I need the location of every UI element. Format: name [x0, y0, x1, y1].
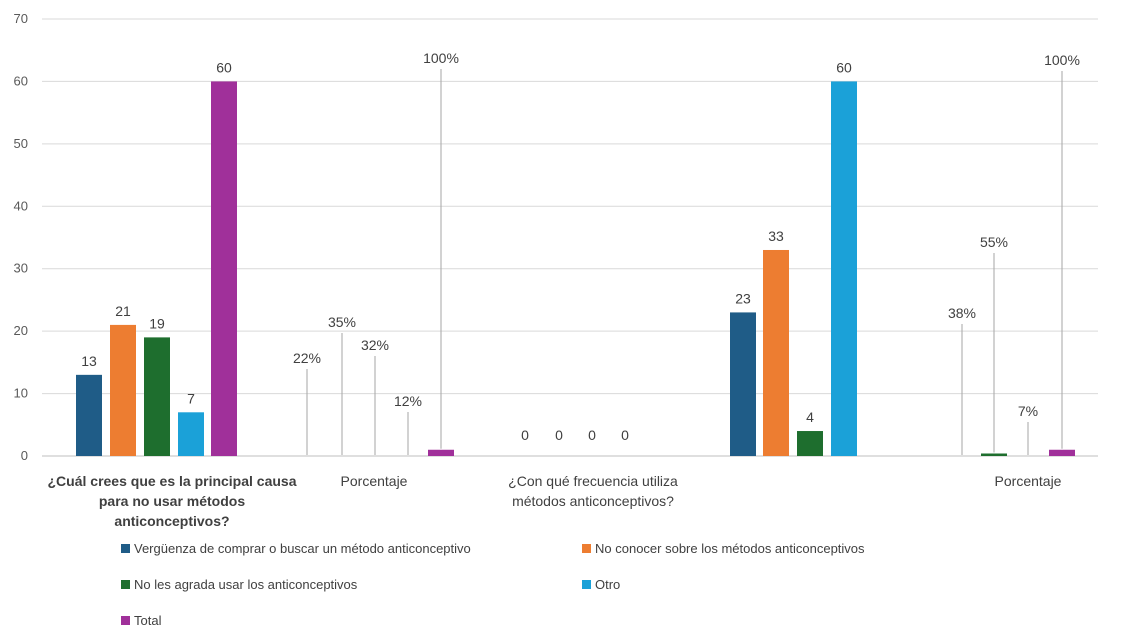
data-label: 23 — [735, 290, 751, 306]
bar — [797, 431, 823, 456]
bar — [763, 249, 789, 456]
data-label: 12% — [394, 393, 422, 409]
y-tick-label: 10 — [14, 386, 28, 401]
bar — [144, 337, 170, 456]
data-label: 22% — [293, 350, 321, 366]
data-label: 35% — [328, 314, 356, 330]
category-label: Porcentaje — [341, 473, 408, 489]
gridlines — [42, 18, 1098, 457]
bar — [110, 324, 136, 456]
data-label: 38% — [948, 305, 976, 321]
y-tick-label: 20 — [14, 323, 28, 338]
bar — [76, 374, 102, 456]
data-label: 13 — [81, 353, 97, 369]
y-axis-ticks: 0 10 20 30 40 50 60 70 — [14, 11, 28, 463]
data-label: 0 — [588, 427, 596, 443]
data-label: 0 — [521, 427, 529, 443]
y-tick-label: 30 — [14, 261, 28, 276]
y-tick-label: 60 — [14, 73, 28, 88]
data-label: 32% — [361, 337, 389, 353]
category-label: ¿Cuál crees que es la principal causa par… — [48, 473, 297, 529]
bar — [428, 449, 454, 456]
data-label: 19 — [149, 315, 165, 331]
y-tick-label: 70 — [14, 11, 28, 26]
data-label: 100% — [1044, 52, 1080, 68]
data-label: 55% — [980, 234, 1008, 250]
bar — [178, 412, 204, 456]
data-label: 0 — [555, 427, 563, 443]
y-tick-label: 50 — [14, 136, 28, 151]
data-label: 33 — [768, 228, 784, 244]
bar — [831, 81, 857, 456]
bar — [730, 312, 756, 456]
y-tick-label: 0 — [21, 448, 28, 463]
data-label: 60 — [836, 59, 852, 75]
category-label: Porcentaje — [995, 473, 1062, 489]
bar — [211, 81, 237, 456]
data-label: 4 — [806, 409, 814, 425]
data-label: 7 — [187, 390, 195, 406]
data-labels: 13 21 19 7 60 22% 35% 32% 12% 100% 0 0 0 0 23 33 4 60 38% 5… — [81, 50, 1080, 443]
data-label: 0 — [621, 427, 629, 443]
category-labels: ¿Cuál crees que es la principal causa par… — [48, 473, 1062, 529]
data-label: 7% — [1018, 403, 1038, 419]
data-label: 100% — [423, 50, 459, 66]
bar — [981, 453, 1007, 456]
category-label: ¿Con qué frecuencia utiliza métodos antic… — [508, 473, 678, 509]
bar — [1049, 449, 1075, 456]
y-tick-label: 40 — [14, 198, 28, 213]
bars — [76, 81, 1075, 456]
data-label: 21 — [115, 303, 131, 319]
leader-lines — [306, 69, 1063, 455]
data-label: 60 — [216, 59, 232, 75]
